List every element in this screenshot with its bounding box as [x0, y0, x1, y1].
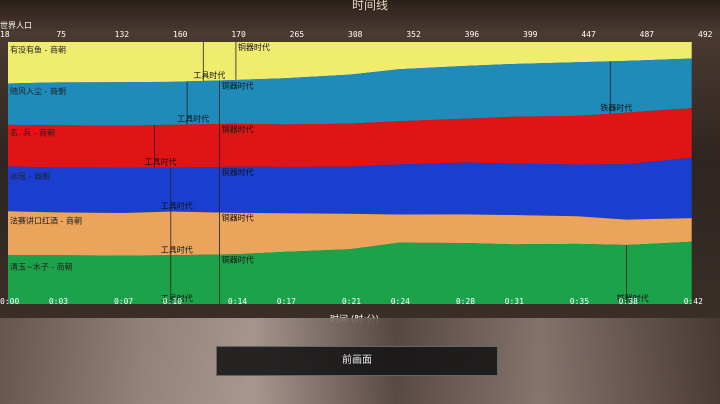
population-tick-12: 492: [698, 30, 713, 39]
era-marker-label-4: 铁器时代: [600, 103, 632, 113]
screen-title: 时间线: [351, 0, 388, 12]
time-tick-9: 0:31: [504, 297, 524, 306]
series-band-1: [8, 58, 692, 126]
time-tick-2: 0:07: [113, 297, 134, 306]
population-tick-2: 132: [114, 30, 130, 39]
population-tick-9: 399: [523, 30, 538, 39]
era-marker-label-5: 工具时代: [145, 157, 177, 167]
back-button[interactable]: 前画面: [216, 346, 498, 376]
era-marker-label-6: 铜器时代: [222, 124, 254, 134]
series-label-1: 随风入尘 - 商朝: [10, 86, 66, 96]
population-tick-10: 447: [581, 30, 596, 39]
era-marker-label-10: 铜器时代: [222, 213, 254, 223]
era-marker-label-8: 铜器时代: [222, 167, 254, 177]
era-marker-label-0: 工具时代: [193, 70, 225, 80]
time-tick-0: 0:00: [0, 297, 20, 306]
time-tick-4: 0:14: [227, 297, 248, 306]
time-tick-8: 0:28: [455, 297, 476, 306]
era-marker-label-13: 铁器时代: [617, 293, 649, 303]
population-tick-4: 170: [231, 30, 246, 39]
series-label-0: 有没有鱼 - 商朝: [10, 45, 66, 55]
time-tick-10: 0:35: [569, 297, 590, 306]
era-marker-label-1: 铜器时代: [238, 42, 270, 52]
era-marker-label-3: 铜器时代: [222, 81, 254, 91]
series-band-5: [8, 241, 692, 304]
era-marker-label-12: 铜器时代: [222, 255, 254, 265]
series-band-3: [8, 157, 692, 220]
series-band-0: [8, 42, 692, 84]
series-label-4: 法赛讲口红酒 - 商朝: [10, 215, 82, 225]
era-marker-label-7: 工具时代: [161, 201, 193, 211]
era-marker-label-2: 工具时代: [177, 114, 209, 124]
time-tick-12: 0:42: [683, 297, 703, 306]
era-marker-label-11: 工具时代: [161, 293, 193, 303]
time-axis: 0:00 0:03 0:07 0:10 0:14 0:17 0:21 0:24 0:28 0:31…: [0, 297, 720, 311]
population-tick-1: 75: [56, 30, 66, 39]
population-tick-5: 265: [289, 30, 305, 39]
time-tick-6: 0:21: [341, 297, 362, 306]
time-tick-3: 0:10: [162, 297, 183, 306]
population-tick-8: 396: [464, 30, 480, 39]
series-label-5: 清玉~木子 - 商朝: [10, 262, 73, 272]
time-tick-7: 0:24: [390, 297, 410, 306]
population-tick-11: 487: [639, 30, 655, 39]
series-band-2: [8, 108, 692, 168]
time-tick-1: 0:03: [48, 297, 69, 306]
series-label-3: 冰瑶 - 商朝: [10, 171, 50, 181]
series-label-2: 名. 兵 - 商朝: [10, 128, 55, 138]
population-tick-6: 308: [348, 30, 363, 39]
time-tick-11: 0:38: [618, 297, 638, 306]
population-axis: 18 75 132 160 170 265 308 352 396 399 447 487 492: [0, 30, 720, 42]
series-band-4: [8, 211, 692, 256]
population-tick-7: 352: [406, 30, 421, 39]
population-tick-0: 18: [0, 30, 10, 39]
legend-title: 世界人口: [0, 21, 32, 30]
time-tick-5: 0:17: [276, 297, 296, 306]
era-marker-label-9: 工具时代: [161, 244, 193, 254]
population-tick-3: 160: [173, 30, 188, 39]
